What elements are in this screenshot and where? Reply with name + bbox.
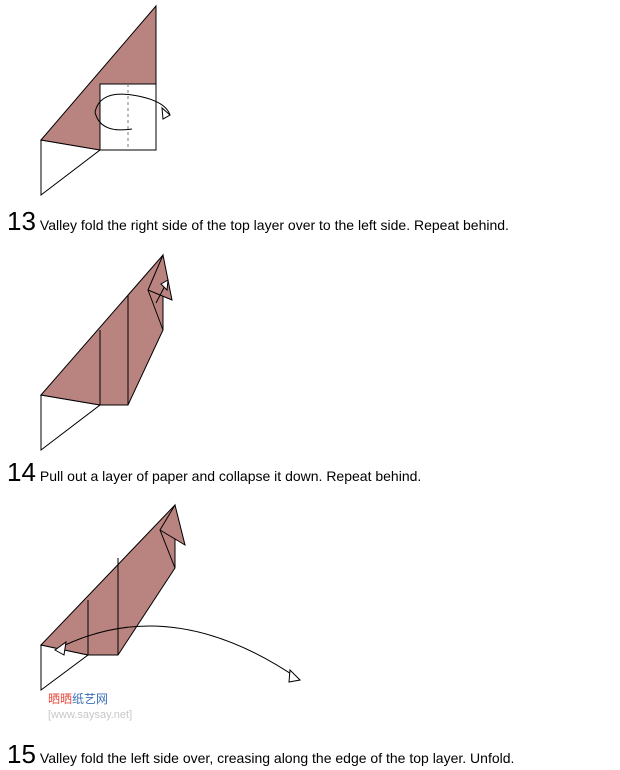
step-15-text: Valley fold the left side over, creasing…	[40, 750, 515, 766]
step-15-caption: 15 Valley fold the left side over, creas…	[7, 739, 514, 770]
step-15-number: 15	[7, 739, 36, 770]
watermark: 晒晒纸艺网 [www.saysay.net]	[48, 690, 132, 721]
watermark-red: 晒晒	[48, 692, 72, 706]
watermark-url: [www.saysay.net]	[48, 709, 132, 721]
watermark-blue: 纸艺网	[72, 692, 108, 706]
